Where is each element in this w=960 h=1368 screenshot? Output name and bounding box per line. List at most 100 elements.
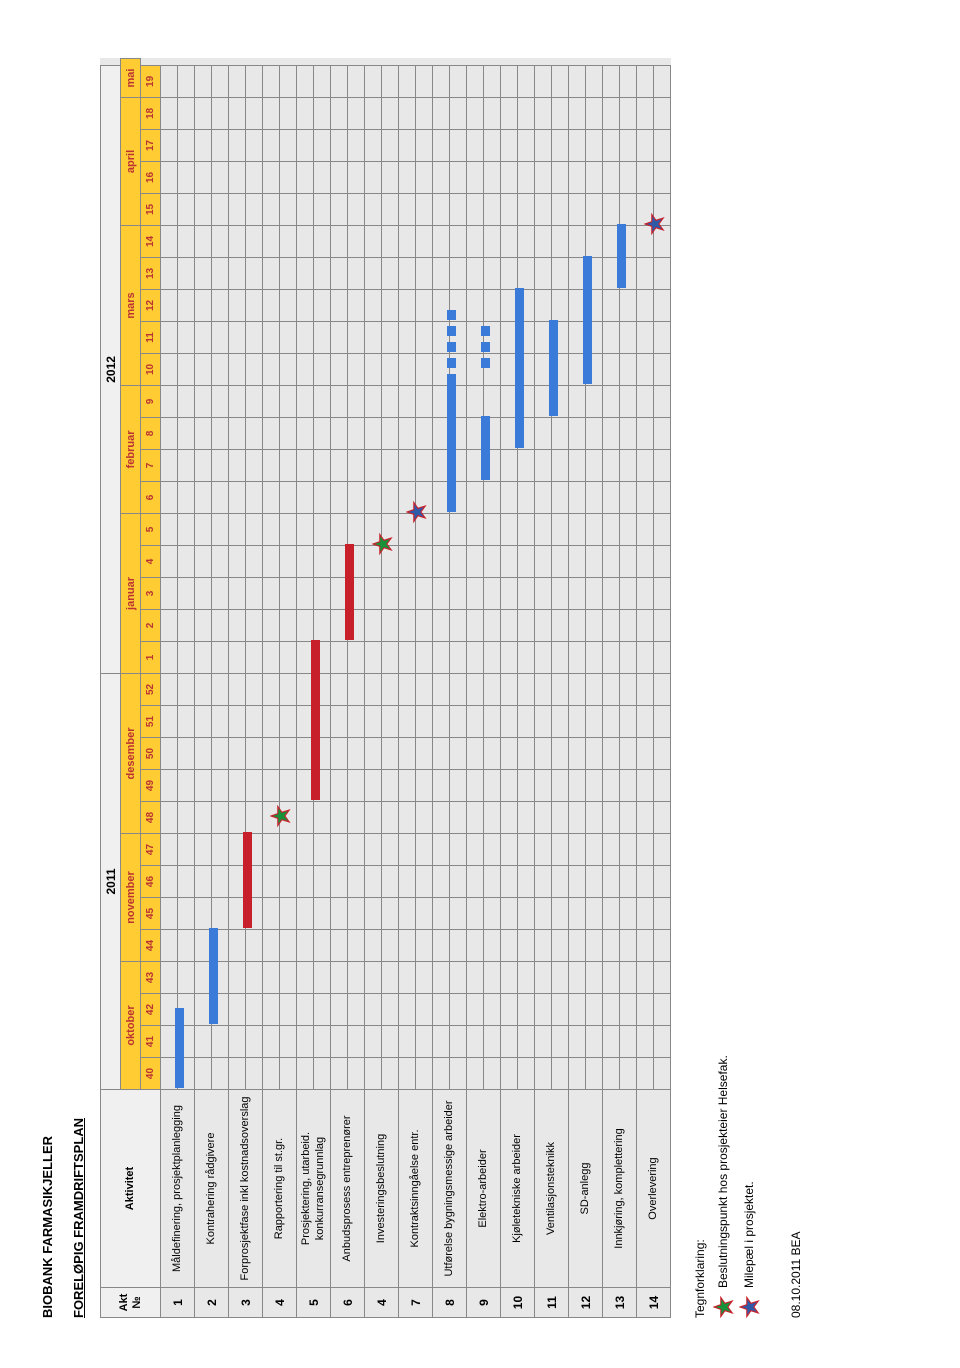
act-no: 12: [569, 1288, 603, 1318]
week-3: 3: [141, 577, 161, 609]
activity-row-11: 11Ventilasjonsteknikk: [535, 59, 552, 1318]
act-no: 8: [433, 1288, 467, 1318]
month-februar: februar: [121, 385, 141, 513]
year-2012: 2012: [101, 65, 121, 673]
week-10: 10: [141, 353, 161, 385]
week-4: 4: [141, 545, 161, 577]
legend-item: Milepæl i prosjektet.: [739, 50, 759, 1318]
week-43: 43: [141, 962, 161, 994]
year-row: Akt №Aktivitet20112012: [101, 59, 121, 1318]
week-17: 17: [141, 129, 161, 161]
act-label: Forprosjektfase inkl kostnadsoverslag: [229, 1090, 263, 1288]
week-40: 40: [141, 1058, 161, 1090]
month-desember: desember: [121, 673, 141, 833]
month-oktober: oktober: [121, 962, 141, 1090]
activity-row-4: 4Investeringsbeslutning: [365, 59, 382, 1318]
week-1: 1: [141, 641, 161, 673]
act-no: 7: [399, 1288, 433, 1318]
activity-row-1: 1Måldefinering, prosjektplanlegging: [161, 59, 178, 1318]
activity-row-13: 13Innkjøring, komplettering: [603, 59, 620, 1318]
act-no: 1: [161, 1288, 195, 1318]
week-14: 14: [141, 225, 161, 257]
act-label: SD-anlegg: [569, 1090, 603, 1288]
doc-title-1: BIOBANK FARMASIKJELLER: [40, 50, 55, 1318]
week-49: 49: [141, 770, 161, 802]
act-label: Prosjektering, utarbeid. konkurransegrun…: [297, 1090, 331, 1288]
week-18: 18: [141, 97, 161, 129]
act-no: 13: [603, 1288, 637, 1318]
act-no: 9: [467, 1288, 501, 1318]
act-label: Utførelse bygningsmessige arbeider: [433, 1090, 467, 1288]
legend-item: Beslutningspunkt hos prosjekteier Helsef…: [713, 50, 733, 1318]
act-no: 2: [195, 1288, 229, 1318]
week-2: 2: [141, 609, 161, 641]
month-mai: mai: [121, 59, 141, 98]
gantt-chart: Akt №Aktivitet20112012oktobernovemberdes…: [100, 50, 671, 1318]
act-label: Anbudsprosess entreprenører: [331, 1090, 365, 1288]
act-no: 4: [263, 1288, 297, 1318]
legend-star-icon: [739, 1298, 759, 1318]
week-46: 46: [141, 866, 161, 898]
week-19: 19: [141, 65, 161, 97]
month-april: april: [121, 97, 141, 225]
activity-row-9: 9Elektro-arbeider: [467, 59, 484, 1318]
act-label: Elektro-arbeider: [467, 1090, 501, 1288]
act-no: 6: [331, 1288, 365, 1318]
act-no: 11: [535, 1288, 569, 1318]
act-label: Overlevering: [637, 1090, 671, 1288]
act-label: Kontrahering rådgivere: [195, 1090, 229, 1288]
month-januar: januar: [121, 513, 141, 673]
act-label: Investeringsbeslutning: [365, 1090, 399, 1288]
gantt-table: Akt №Aktivitet20112012oktobernovemberdes…: [100, 58, 671, 1318]
week-50: 50: [141, 738, 161, 770]
legend-star-icon: [713, 1298, 733, 1318]
act-label: Kontraktsinngåelse entr.: [399, 1090, 433, 1288]
activity-row-5: 5Prosjektering, utarbeid. konkurransegru…: [297, 59, 314, 1318]
hdr-aktno: Akt №: [101, 1288, 161, 1318]
week-6: 6: [141, 481, 161, 513]
week-8: 8: [141, 417, 161, 449]
week-15: 15: [141, 193, 161, 225]
week-41: 41: [141, 1026, 161, 1058]
activity-row-7: 7Kontraktsinngåelse entr.: [399, 59, 416, 1318]
week-7: 7: [141, 449, 161, 481]
activity-row-4: 4Rapportering til st.gr.: [263, 59, 280, 1318]
activity-row-8: 8Utførelse bygningsmessige arbeider: [433, 59, 450, 1318]
week-44: 44: [141, 930, 161, 962]
week-11: 11: [141, 321, 161, 353]
act-no: 3: [229, 1288, 263, 1318]
activity-row-14: 14Overlevering: [637, 59, 654, 1318]
act-no: 5: [297, 1288, 331, 1318]
legend-text: Beslutningspunkt hos prosjekteier Helsef…: [716, 1055, 730, 1288]
act-label: Kjøletekniske arbeider: [501, 1090, 535, 1288]
week-51: 51: [141, 706, 161, 738]
legend-title: Tegnforklaring:: [693, 50, 707, 1318]
week-42: 42: [141, 994, 161, 1026]
activity-row-12: 12SD-anlegg: [569, 59, 586, 1318]
week-5: 5: [141, 513, 161, 545]
act-no: 4: [365, 1288, 399, 1318]
activity-row-6: 6Anbudsprosess entreprenører: [331, 59, 348, 1318]
activity-row-2: 2Kontrahering rådgivere: [195, 59, 212, 1318]
week-45: 45: [141, 898, 161, 930]
activity-row-10: 10Kjøletekniske arbeider: [501, 59, 518, 1318]
act-label: Rapportering til st.gr.: [263, 1090, 297, 1288]
week-16: 16: [141, 161, 161, 193]
week-47: 47: [141, 834, 161, 866]
act-label: Ventilasjonsteknikk: [535, 1090, 569, 1288]
doc-title-2: FORELØPIG FRAMDRIFTSPLAN: [71, 50, 86, 1318]
footer-date: 08.10.2011 BEA: [789, 50, 803, 1318]
week-52: 52: [141, 673, 161, 705]
month-mars: mars: [121, 225, 141, 385]
week-12: 12: [141, 289, 161, 321]
hdr-aktivitet: Aktivitet: [101, 1090, 161, 1288]
act-no: 10: [501, 1288, 535, 1318]
week-9: 9: [141, 385, 161, 417]
week-13: 13: [141, 257, 161, 289]
activity-row-3: 3Forprosjektfase inkl kostnadsoverslag: [229, 59, 246, 1318]
legend: Tegnforklaring: Beslutningspunkt hos pro…: [693, 50, 759, 1318]
week-48: 48: [141, 802, 161, 834]
act-label: Måldefinering, prosjektplanlegging: [161, 1090, 195, 1288]
act-no: 14: [637, 1288, 671, 1318]
month-november: november: [121, 834, 141, 962]
